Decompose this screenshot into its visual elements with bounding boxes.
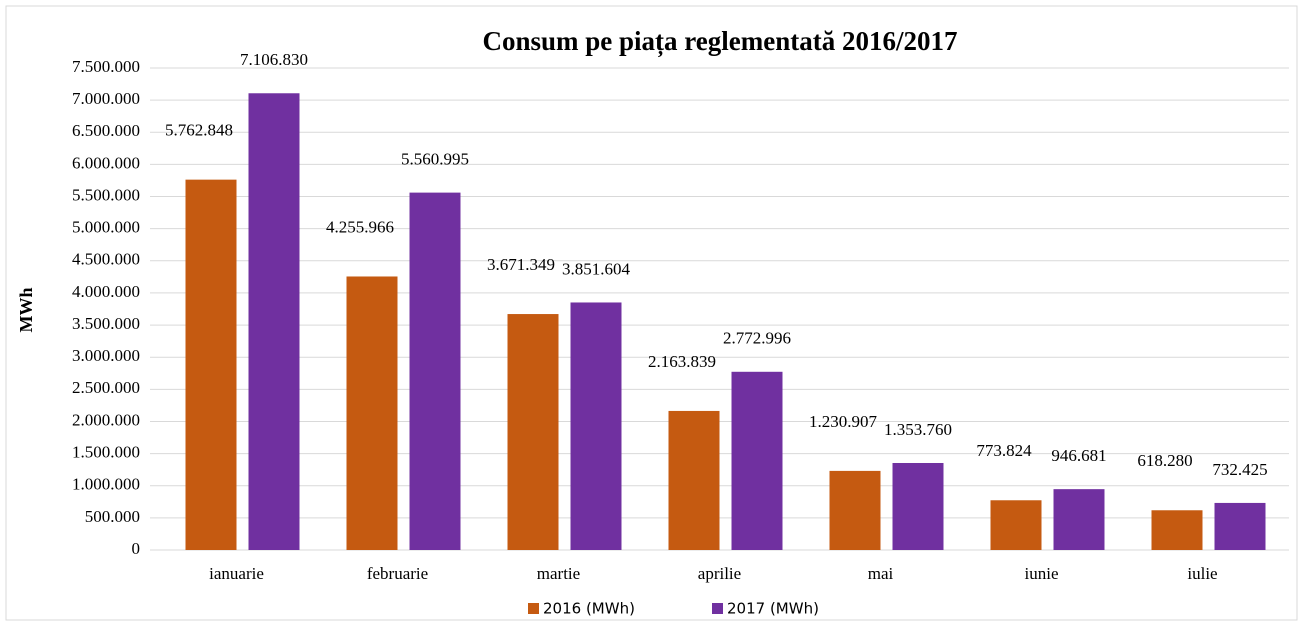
legend-label: 2016 (MWh) [543, 600, 635, 618]
bar [185, 179, 237, 550]
data-label: 1.353.760 [884, 420, 952, 439]
data-label: 2.772.996 [723, 329, 791, 348]
data-label: 618.280 [1137, 451, 1192, 470]
x-tick-label: mai [868, 564, 894, 583]
data-label: 5.560.995 [401, 150, 469, 169]
bar [731, 371, 783, 550]
bar [1151, 510, 1203, 550]
y-tick-label: 4.500.000 [72, 250, 140, 269]
bar [248, 93, 300, 550]
data-label: 732.425 [1212, 460, 1267, 479]
y-tick-label: 3.500.000 [72, 314, 140, 333]
legend-swatch [528, 603, 539, 614]
x-tick-label: iunie [1025, 564, 1059, 583]
y-tick-label: 0 [132, 539, 141, 558]
y-tick-label: 3.000.000 [72, 346, 140, 365]
bar [1214, 502, 1266, 550]
y-axis-label: MWh [16, 288, 36, 333]
legend-swatch [712, 603, 723, 614]
y-tick-label: 7.500.000 [72, 57, 140, 76]
data-label: 7.106.830 [240, 50, 308, 69]
x-tick-label: iulie [1187, 564, 1217, 583]
data-label: 1.230.907 [809, 412, 878, 431]
x-tick-label: martie [537, 564, 580, 583]
data-label: 3.671.349 [487, 255, 555, 274]
y-tick-label: 5.500.000 [72, 185, 140, 204]
bar [507, 314, 559, 550]
bar [990, 500, 1042, 550]
y-tick-label: 2.500.000 [72, 378, 140, 397]
y-tick-label: 7.000.000 [72, 89, 140, 108]
y-tick-label: 1.500.000 [72, 443, 140, 462]
data-label: 2.163.839 [648, 352, 716, 371]
y-tick-label: 500.000 [85, 507, 140, 526]
bar [570, 302, 622, 550]
bar [1053, 489, 1105, 550]
data-label: 773.824 [976, 441, 1032, 460]
data-label: 4.255.966 [326, 217, 394, 236]
bar [892, 462, 944, 550]
y-tick-label: 6.500.000 [72, 121, 140, 140]
bar [668, 410, 720, 550]
data-label: 946.681 [1051, 446, 1106, 465]
y-tick-label: 6.000.000 [72, 153, 140, 172]
y-tick-label: 4.000.000 [72, 282, 140, 301]
data-label: 3.851.604 [562, 259, 631, 278]
x-tick-label: februarie [367, 564, 428, 583]
data-label: 5.762.848 [165, 121, 233, 140]
bar [346, 276, 398, 550]
x-tick-label: aprilie [698, 564, 741, 583]
y-tick-label: 1.000.000 [72, 475, 140, 494]
y-tick-label: 5.000.000 [72, 218, 140, 237]
x-tick-label: ianuarie [209, 564, 264, 583]
y-tick-label: 2.000.000 [72, 410, 140, 429]
legend-label: 2017 (MWh) [727, 600, 819, 618]
bar [409, 192, 461, 550]
bar [829, 470, 881, 550]
chart-title: Consum pe piața reglementată 2016/2017 [483, 26, 958, 57]
